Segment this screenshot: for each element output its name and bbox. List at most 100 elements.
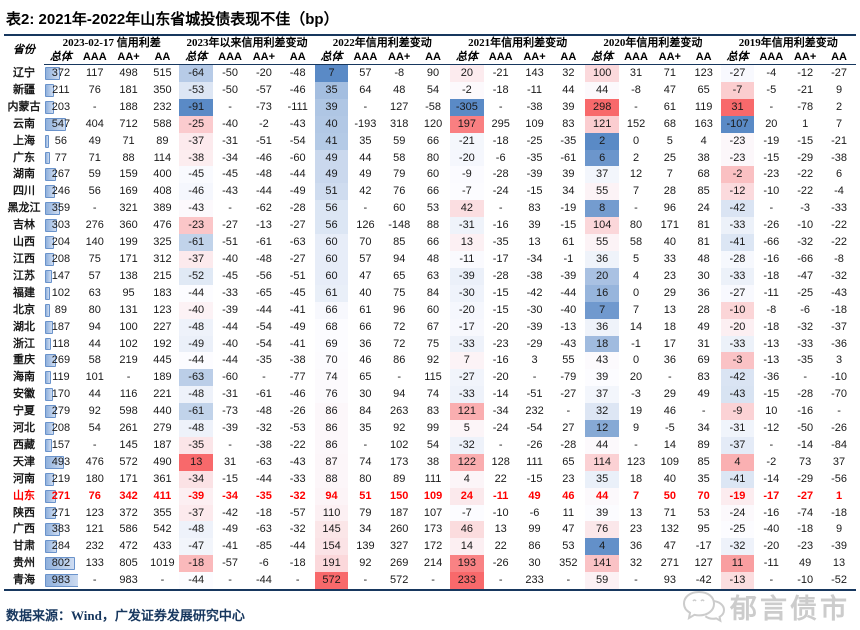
value-cell: -11 (526, 83, 543, 96)
value-cell: -31 (720, 420, 755, 437)
province-cell: 黑龙江 (7, 202, 41, 215)
value-cell: 31 (629, 67, 643, 79)
value-cell: 35 (585, 470, 620, 488)
value-cell: 35 (359, 422, 372, 435)
value-cell: 219 (119, 354, 138, 367)
value-cell: 90 (426, 67, 440, 79)
value-cell: -30 (449, 284, 484, 302)
value-cell: -38 (289, 354, 306, 367)
value-cell: 29 (663, 286, 676, 299)
province-cell: 浙江 (13, 337, 35, 350)
value-cell: 802 (44, 555, 78, 572)
value-cell: 70 (314, 352, 349, 370)
value-cell: 123 (153, 303, 172, 316)
value-cell: 92 (88, 405, 101, 418)
value-cell: 189 (153, 371, 172, 384)
value-cell: -57 (255, 83, 272, 96)
value-cell: -34 (179, 470, 214, 488)
value-cell: - (803, 371, 807, 384)
value-cell: 7 (314, 64, 349, 82)
value-cell: 215 (153, 269, 172, 282)
value-cell: 23 (562, 472, 575, 485)
value-cell: -63 (179, 369, 214, 387)
value-cell: -26 (763, 219, 780, 232)
province-cell: 宁夏 (13, 405, 35, 418)
value-cell: - (532, 371, 537, 384)
value-cell: 9 (835, 83, 843, 96)
value-cell: -50 (797, 422, 814, 435)
value-cell: 9 (632, 422, 640, 435)
value-cell: -15 (797, 134, 814, 147)
value-cell: - (769, 100, 774, 113)
value-cell: 69 (314, 335, 349, 353)
value-cell: 68 (697, 168, 710, 181)
value-cell: 70 (697, 489, 710, 502)
value-cell: - (160, 574, 165, 587)
value-cell: -26 (492, 557, 509, 570)
value-cell: -65 (255, 286, 272, 299)
data-bar (45, 185, 56, 199)
value-cell: 13 (629, 506, 643, 519)
value-cell: -38 (255, 438, 272, 451)
value-cell: -29 (797, 151, 814, 164)
value-cell: -18 (763, 269, 780, 282)
value-cell: 119 (44, 369, 78, 386)
value-cell: 138 (119, 269, 138, 282)
value-cell: -3 (720, 352, 755, 370)
value-cell: -77 (289, 371, 306, 384)
value-cell: 94 (314, 487, 349, 505)
data-bar (45, 337, 52, 351)
value-cell: -27 (720, 64, 755, 82)
value-cell: - (498, 202, 503, 215)
value-cell: 47 (663, 540, 676, 553)
column-sub-header: AAA (483, 50, 518, 65)
value-cell: -54 (289, 134, 306, 147)
value-cell: 472 (119, 540, 138, 553)
value-cell: 131 (119, 303, 138, 316)
value-cell: -20 (492, 371, 509, 384)
value-cell: 20 (629, 371, 643, 384)
value-cell: 7 (666, 168, 673, 181)
value-cell: 50 (663, 489, 676, 502)
value-cell: 44 (585, 81, 620, 99)
value-cell: 445 (153, 354, 172, 367)
value-cell: 279 (44, 403, 78, 420)
data-bar (45, 557, 75, 571)
value-cell: -42 (695, 574, 712, 587)
value-cell: 49 (359, 168, 372, 181)
value-cell: 72 (393, 320, 406, 333)
value-cell: -39 (560, 269, 577, 282)
value-cell: -14 (797, 438, 814, 451)
value-cell: -25 (526, 134, 543, 147)
table-row: 湖北 187 94 100 227 -48 -44 -54 -49 68 66 72 67 -17 -20-… (4, 318, 856, 336)
value-cell: -9 (449, 166, 484, 184)
value-cell: 31 (697, 337, 710, 350)
value-cell: 383 (44, 521, 78, 538)
value-cell: 372 (44, 65, 78, 82)
value-cell: -43 (831, 286, 847, 299)
value-cell: 36 (585, 318, 620, 336)
value-cell: -39 (449, 267, 484, 285)
value-cell: -51 (526, 388, 543, 401)
value-cell: -19 (763, 134, 780, 147)
value-cell: -48 (179, 318, 214, 336)
value-cell: -305 (449, 98, 484, 116)
value-cell: 40 (359, 286, 372, 299)
value-cell: 59 (585, 572, 620, 591)
table-row: 天津 493 476 572 490 13 31 -63 -43 87 74 173 38 122 128 1… (4, 453, 856, 471)
column-group-header: 2019年信用利差变动 (738, 37, 838, 49)
value-cell: 221 (153, 388, 172, 401)
value-cell: 88 (426, 219, 440, 232)
value-cell: 92 (359, 557, 372, 570)
value-cell: -56 (831, 472, 847, 485)
value-cell: -40 (560, 303, 577, 316)
value-cell: -25 (179, 115, 214, 133)
value-cell: 24 (697, 202, 710, 215)
table-row: 黑龙江 359 - 321 389 -43 - -62 -28 56 - 60 53 42 - 83 -19 8 -… (4, 200, 856, 218)
value-cell: 94 (393, 388, 406, 401)
column-group-header: 2021年信用利差变动 (468, 37, 568, 49)
value-cell: 83 (426, 405, 440, 418)
value-cell: 61 (314, 284, 349, 302)
value-cell: 11 (720, 555, 755, 573)
value-cell: 298 (585, 98, 620, 116)
